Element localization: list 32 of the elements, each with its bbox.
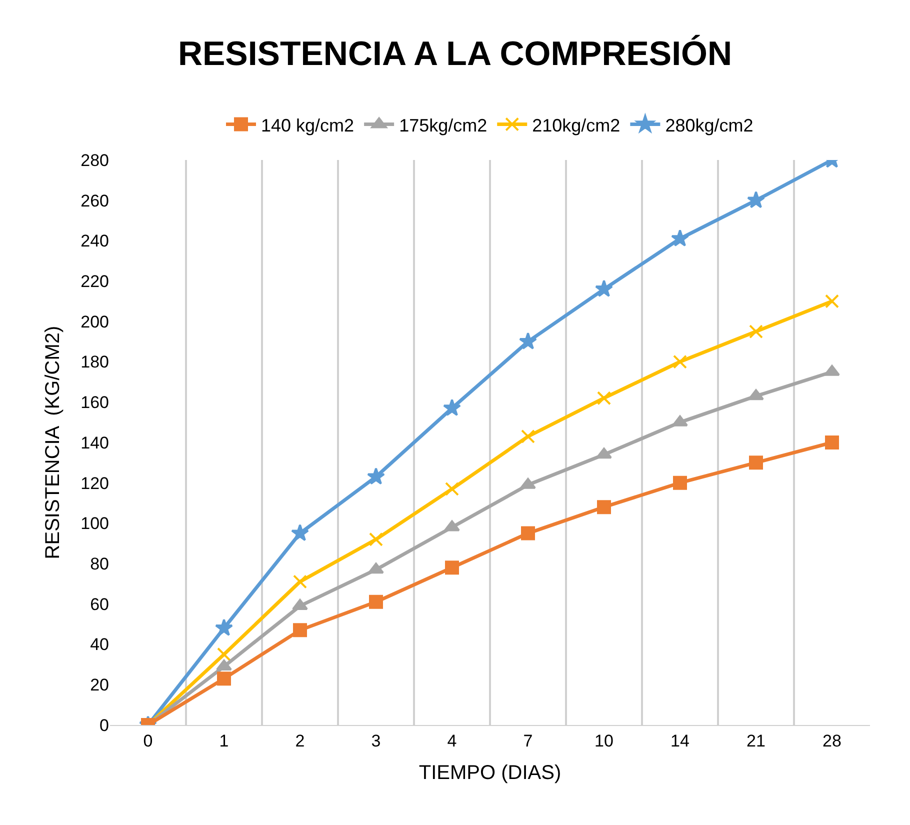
y-tick-label: 0 xyxy=(100,716,109,735)
y-tick-label: 160 xyxy=(80,393,109,412)
x-tick-label: 10 xyxy=(594,731,614,750)
y-tick-label: 240 xyxy=(80,232,109,251)
y-tick-label: 280 xyxy=(80,150,109,170)
x-tick-label: 4 xyxy=(447,731,457,750)
y-tick-label: 120 xyxy=(80,474,109,493)
x-tick-label: 7 xyxy=(523,731,533,750)
x-tick-label: 14 xyxy=(670,731,690,750)
legend-label: 175kg/cm2 xyxy=(399,115,488,136)
x-tick-label: 28 xyxy=(822,731,842,750)
x-tick-label: 0 xyxy=(143,731,153,750)
x-tick-label: 3 xyxy=(371,731,381,750)
y-tick-label: 80 xyxy=(90,554,109,574)
y-tick-label: 60 xyxy=(90,594,109,614)
y-tick-label: 20 xyxy=(90,676,109,695)
y-tick-label: 180 xyxy=(80,352,109,372)
y-axis-title: RESISTENCIA (KG/CM2) xyxy=(42,326,64,560)
y-tick-label: 100 xyxy=(80,514,109,534)
legend-label: 280kg/cm2 xyxy=(665,115,754,136)
chart-title: RESISTENCIA A LA COMPRESIÓN xyxy=(178,34,732,74)
x-tick-label: 2 xyxy=(295,731,305,750)
y-tick-label: 40 xyxy=(90,635,109,654)
y-tick-label: 260 xyxy=(80,191,109,210)
y-tick-label: 200 xyxy=(80,312,109,332)
legend-label: 210kg/cm2 xyxy=(532,115,620,136)
legend-label: 140 kg/cm2 xyxy=(261,115,354,136)
y-tick-label: 140 xyxy=(80,433,109,452)
x-axis-title: TIEMPO (DIAS) xyxy=(418,762,562,784)
x-tick-label: 1 xyxy=(219,731,229,750)
x-tick-label: 21 xyxy=(746,731,766,750)
y-tick-label: 220 xyxy=(80,272,109,292)
